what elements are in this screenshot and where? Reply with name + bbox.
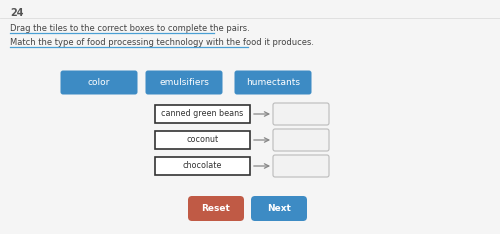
Text: canned green beans: canned green beans (162, 110, 244, 118)
Text: Match the type of food processing technology with the food it produces.: Match the type of food processing techno… (10, 38, 314, 47)
Text: Reset: Reset (202, 204, 230, 213)
Text: chocolate: chocolate (183, 161, 222, 171)
FancyBboxPatch shape (273, 129, 329, 151)
FancyBboxPatch shape (60, 70, 138, 95)
FancyBboxPatch shape (155, 157, 250, 175)
FancyBboxPatch shape (155, 105, 250, 123)
Text: color: color (88, 78, 110, 87)
FancyBboxPatch shape (234, 70, 312, 95)
Text: emulsifiers: emulsifiers (159, 78, 209, 87)
FancyBboxPatch shape (273, 103, 329, 125)
FancyBboxPatch shape (273, 155, 329, 177)
FancyBboxPatch shape (251, 196, 307, 221)
FancyBboxPatch shape (188, 196, 244, 221)
Text: humectants: humectants (246, 78, 300, 87)
Text: Next: Next (267, 204, 291, 213)
Text: Drag the tiles to the correct boxes to complete the pairs.: Drag the tiles to the correct boxes to c… (10, 24, 250, 33)
Text: 24: 24 (10, 8, 24, 18)
Text: coconut: coconut (186, 135, 218, 145)
FancyBboxPatch shape (146, 70, 222, 95)
FancyBboxPatch shape (155, 131, 250, 149)
